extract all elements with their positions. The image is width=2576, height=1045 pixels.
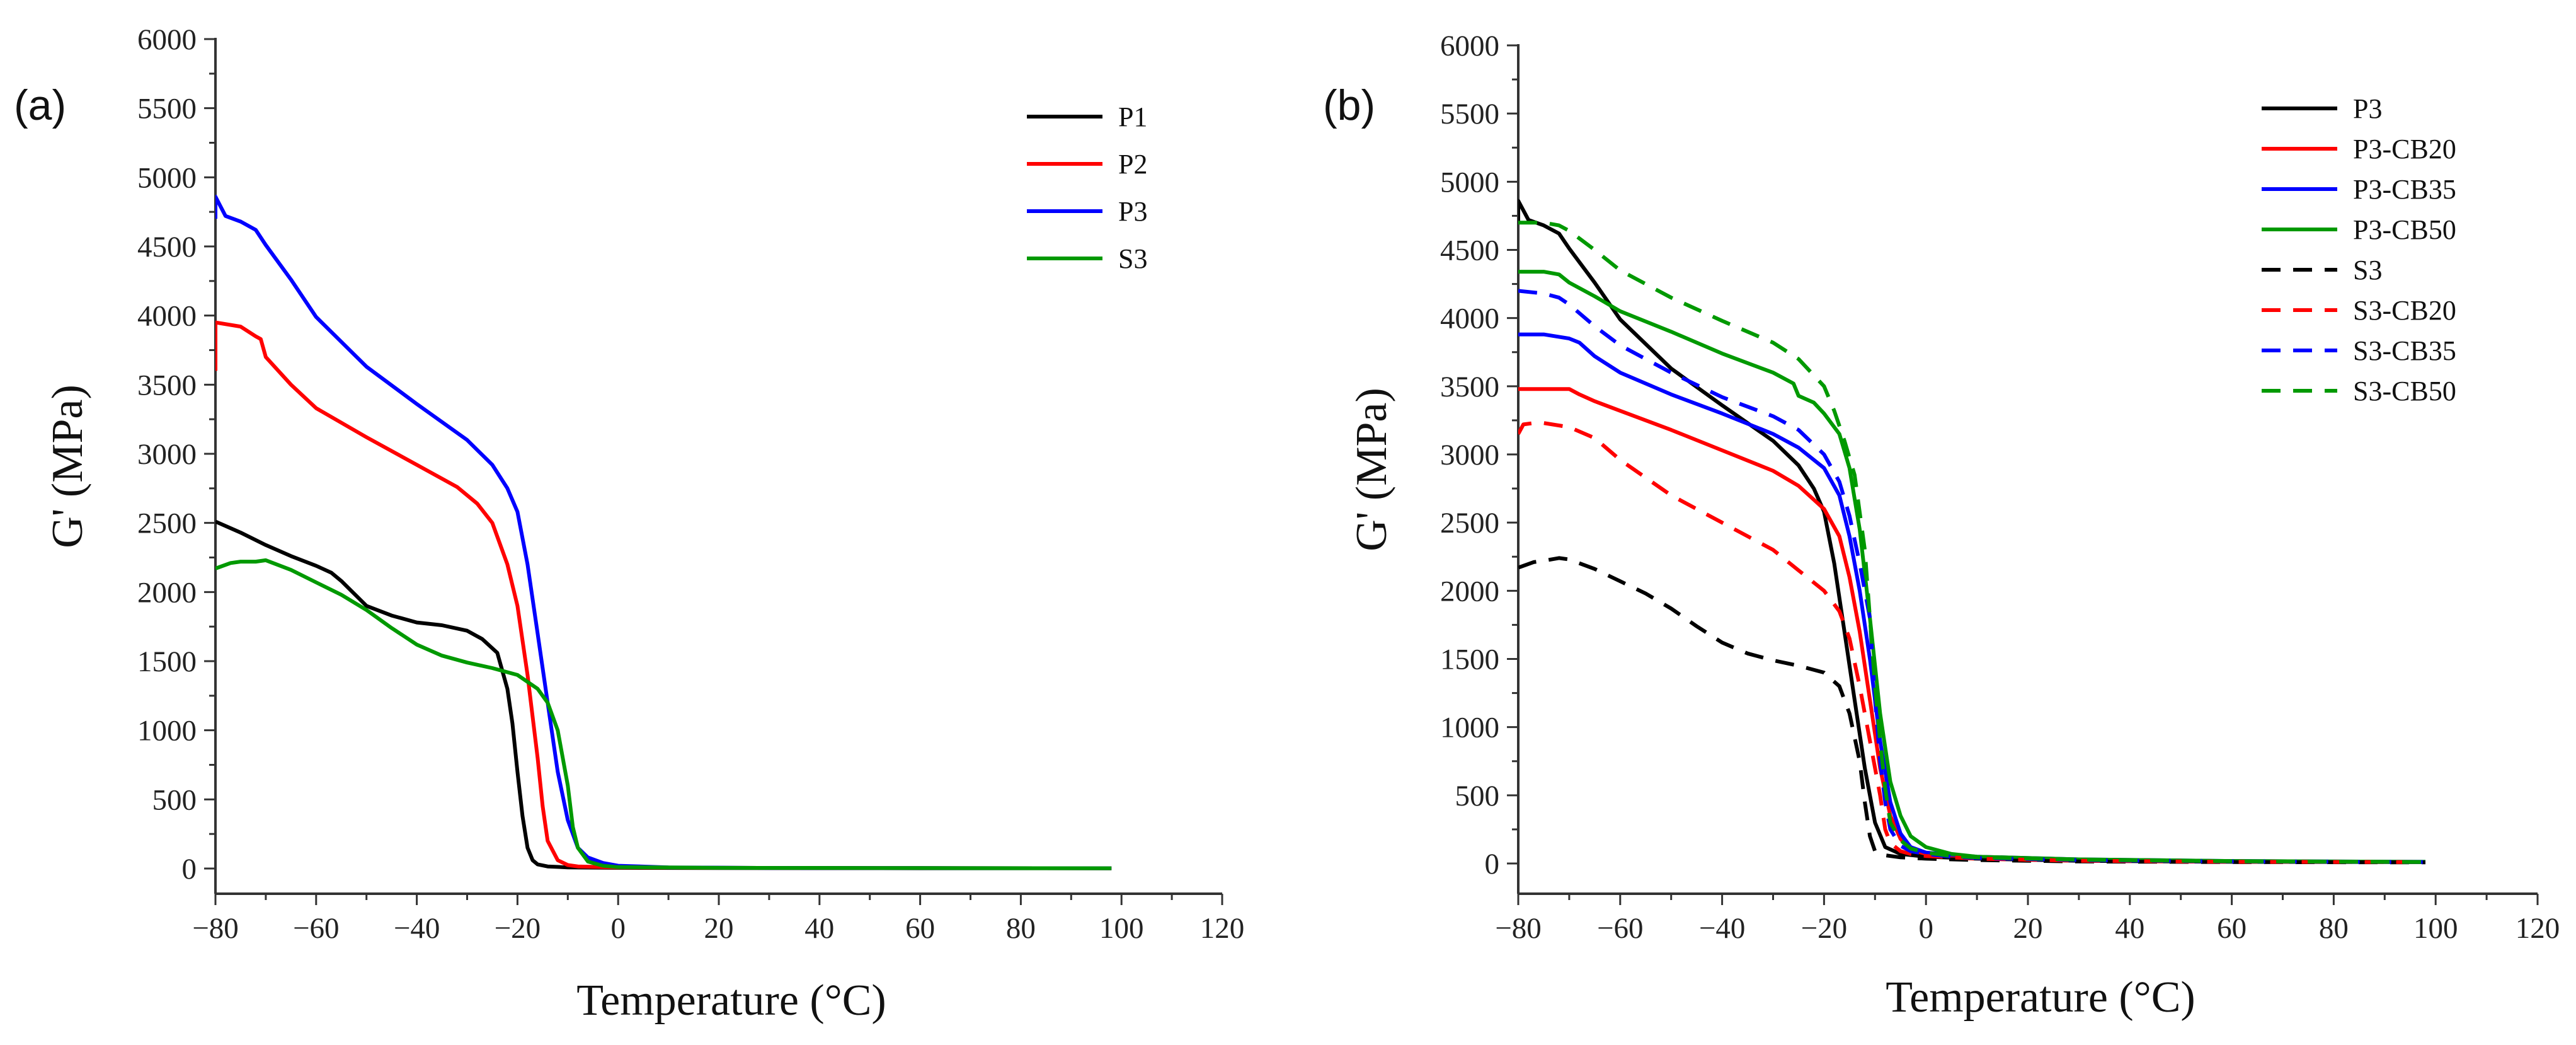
x-tick-label: −20 — [1801, 912, 1848, 945]
series-line-s3 — [215, 558, 1112, 870]
y-tick-label: 6000 — [1440, 30, 1499, 62]
y-tick-label: 0 — [182, 853, 197, 886]
legend-label: S3-CB20 — [2353, 295, 2456, 326]
x-tick-label: −80 — [1495, 912, 1542, 945]
y-tick-label: 5500 — [1440, 98, 1499, 130]
y-tick-label: 1000 — [1440, 712, 1499, 744]
y-tick-label: 4500 — [1440, 234, 1499, 267]
series-line-p3-cb35 — [1518, 332, 2426, 864]
y-tick-label: 2000 — [137, 576, 197, 609]
x-tick-label: 60 — [2217, 912, 2247, 945]
x-tick-label: 100 — [2413, 912, 2458, 945]
legend-label: S3 — [1118, 243, 1147, 274]
y-tick-label: 2000 — [1440, 575, 1499, 608]
x-tick-label: 120 — [1200, 912, 1245, 945]
series-line-s3 — [1518, 556, 2426, 865]
panel-label: (b) — [1323, 81, 1375, 129]
y-tick-label: 4000 — [1440, 303, 1499, 335]
y-tick-label: 3000 — [137, 438, 197, 471]
legend-label: P3-CB35 — [2353, 174, 2456, 205]
x-tick-label: 100 — [1099, 912, 1144, 945]
y-tick-label: 1500 — [1440, 644, 1499, 676]
y-tick-label: 1000 — [137, 715, 197, 748]
y-tick-label: 4000 — [137, 300, 197, 333]
y-tick-label: 5000 — [1440, 166, 1499, 199]
legend-label: P3-CB50 — [2353, 214, 2456, 245]
x-tick-label: −20 — [495, 912, 541, 945]
y-tick-label: 3000 — [1440, 439, 1499, 471]
y-tick-label: 500 — [152, 783, 197, 816]
y-tick-label: 3500 — [137, 369, 197, 401]
series-line-p3-cb50 — [1518, 270, 2426, 864]
legend-label: P2 — [1118, 149, 1147, 180]
y-tick-label: 3500 — [1440, 371, 1499, 403]
x-tick-label: 0 — [1918, 912, 1933, 945]
chart-panel-b: (b) −80 −60 −40 −20 0 20 40 60 80 100 120 0 500 1000 15… — [1323, 30, 2560, 1022]
x-tick-label: 40 — [2115, 912, 2144, 945]
x-tick-label: −60 — [293, 912, 340, 945]
series-line-p2 — [215, 320, 1112, 870]
panel-label: (a) — [14, 81, 66, 129]
x-axis-title: Temperature (°C) — [1886, 973, 2195, 1022]
legend-label: S3-CB50 — [2353, 376, 2456, 407]
series-line-s3-cb35 — [1518, 289, 2426, 864]
series-line-p1 — [215, 519, 1112, 870]
legend: P3 P3-CB20 P3-CB35 P3-CB50 S3 S3-CB20 S3-CB35 S… — [2262, 93, 2456, 407]
y-tick-label: 0 — [1485, 848, 1500, 880]
y-tick-label: 5500 — [137, 93, 197, 125]
x-tick-label: 20 — [704, 912, 734, 945]
legend: P1 P2 P3 S3 — [1027, 101, 1147, 274]
x-tick-label: 120 — [2516, 912, 2560, 945]
y-tick-label: 4500 — [137, 231, 197, 263]
x-tick-label: −80 — [192, 912, 239, 945]
x-tick-label: 40 — [804, 912, 834, 945]
x-tick-label: −60 — [1597, 912, 1644, 945]
x-tick-label: −40 — [1699, 912, 1746, 945]
chart-panel-a: (a) −80 −60 −40 −20 0 20 40 60 80 100 120 0 500 1000 15… — [14, 23, 1244, 1025]
x-tick-label: 80 — [2319, 912, 2349, 945]
y-axis-title: G' (MPa) — [1348, 388, 1396, 551]
series-line-p3-cb20 — [1518, 387, 2426, 864]
series-line-p3 — [215, 195, 1112, 870]
y-tick-label: 6000 — [137, 23, 197, 56]
y-tick-label: 500 — [1455, 780, 1500, 812]
series-line-p3 — [1518, 199, 2426, 864]
legend-label: S3-CB35 — [2353, 335, 2456, 366]
x-tick-label: 80 — [1006, 912, 1036, 945]
x-tick-label: −40 — [394, 912, 440, 945]
y-tick-label: 2500 — [1440, 507, 1499, 540]
x-tick-label: 60 — [905, 912, 935, 945]
x-axis-title: Temperature (°C) — [576, 976, 886, 1025]
y-tick-label: 2500 — [137, 507, 197, 540]
x-tick-label: 0 — [610, 912, 626, 945]
legend-label: P1 — [1118, 101, 1147, 132]
series-line-s3-cb50 — [1518, 221, 2426, 864]
legend-label: P3 — [2353, 93, 2382, 124]
series-group — [215, 195, 1112, 870]
series-line-s3-cb20 — [1518, 421, 2426, 864]
legend-label: P3 — [1118, 196, 1147, 227]
y-axis-title: G' (MPa) — [43, 384, 92, 548]
y-tick-label: 5000 — [137, 161, 197, 194]
legend-label: S3 — [2353, 255, 2382, 286]
series-group — [1518, 199, 2426, 865]
y-tick-label: 1500 — [137, 645, 197, 678]
legend-label: P3-CB20 — [2353, 134, 2456, 165]
x-tick-label: 20 — [2013, 912, 2043, 945]
